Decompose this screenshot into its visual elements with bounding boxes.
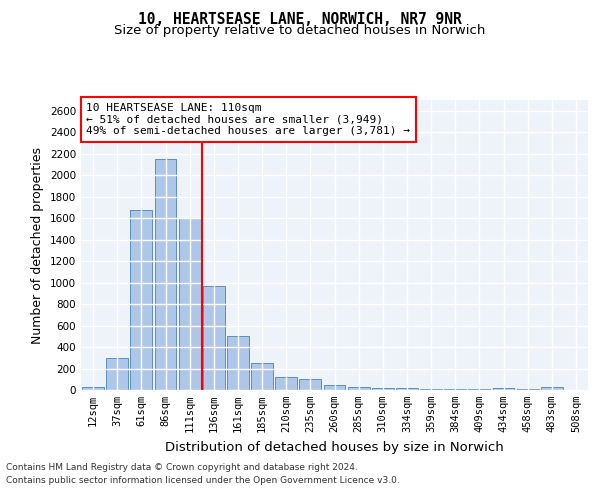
Text: Contains public sector information licensed under the Open Government Licence v3: Contains public sector information licen… [6,476,400,485]
Bar [420,388,442,390]
Bar [227,336,249,390]
Bar [155,159,176,390]
Y-axis label: Number of detached properties: Number of detached properties [31,146,44,344]
Bar [469,389,490,390]
Bar [251,364,273,390]
Bar [275,376,297,390]
Bar [348,387,370,390]
Bar [106,358,128,390]
Bar [82,388,104,390]
Bar [323,384,346,390]
Text: 10 HEARTSEASE LANE: 110sqm
← 51% of detached houses are smaller (3,949)
49% of s: 10 HEARTSEASE LANE: 110sqm ← 51% of deta… [86,103,410,136]
Bar [203,286,224,390]
Text: 10, HEARTSEASE LANE, NORWICH, NR7 9NR: 10, HEARTSEASE LANE, NORWICH, NR7 9NR [138,12,462,28]
Bar [445,389,466,390]
Bar [372,388,394,390]
X-axis label: Distribution of detached houses by size in Norwich: Distribution of detached houses by size … [165,440,504,454]
Bar [299,380,321,390]
Text: Contains HM Land Registry data © Crown copyright and database right 2024.: Contains HM Land Registry data © Crown c… [6,464,358,472]
Bar [179,218,200,390]
Text: Size of property relative to detached houses in Norwich: Size of property relative to detached ho… [115,24,485,37]
Bar [493,388,514,390]
Bar [130,210,152,390]
Bar [396,388,418,390]
Bar [541,388,563,390]
